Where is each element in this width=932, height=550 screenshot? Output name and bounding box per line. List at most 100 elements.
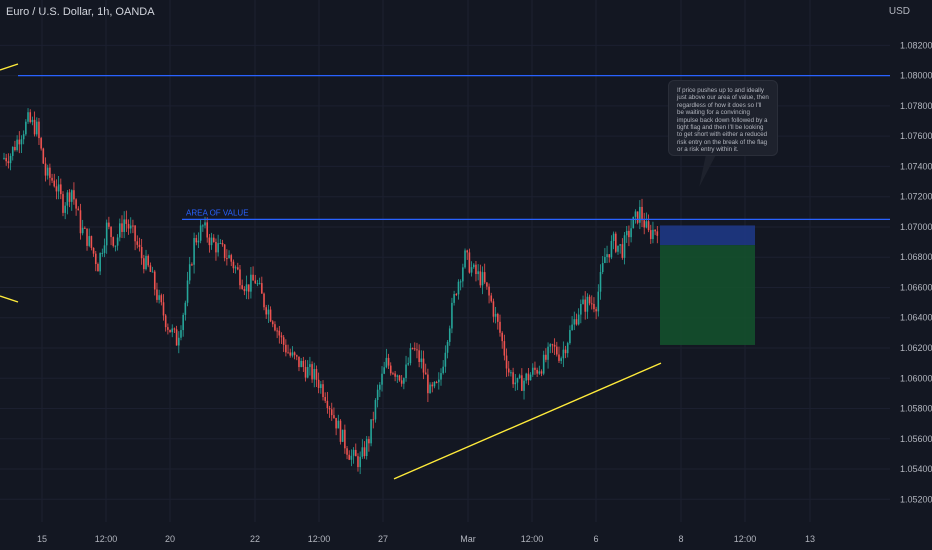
x-tick-label: 12:00: [521, 534, 544, 544]
candle-body: [236, 267, 239, 270]
candle-body: [68, 192, 71, 202]
candle-body: [368, 439, 370, 444]
candle-body: [77, 208, 80, 211]
x-tick-label: 22: [250, 534, 260, 544]
candle-body: [145, 255, 147, 270]
candle-body: [413, 348, 416, 350]
candle-body: [529, 374, 532, 381]
candle-body: [326, 400, 329, 409]
y-tick-label: 1.07200: [900, 192, 932, 202]
candle-body: [49, 167, 51, 178]
candle-body: [160, 295, 163, 303]
candle-body: [641, 206, 643, 221]
candle-body: [376, 389, 379, 401]
candle-body: [156, 289, 158, 300]
candle-body: [215, 241, 217, 253]
candle-body: [92, 247, 95, 254]
candle-body: [403, 378, 405, 384]
candle-body: [64, 205, 66, 213]
candle-body: [556, 346, 558, 355]
candle-body: [184, 302, 187, 315]
candle-body: [199, 225, 202, 241]
candle-body: [103, 245, 106, 253]
candle-body: [359, 456, 361, 468]
candle-body: [169, 329, 171, 333]
candle-body: [9, 155, 12, 164]
candles: [3, 108, 659, 475]
candle-body: [247, 284, 250, 292]
candle-body: [534, 367, 536, 370]
candle-body: [350, 455, 353, 460]
x-tick-label: 8: [678, 534, 683, 544]
candle-body: [612, 233, 615, 241]
candle-body: [99, 253, 101, 272]
candle-body: [223, 244, 226, 259]
candle-body: [132, 225, 134, 227]
y-tick-label: 1.05600: [900, 434, 932, 444]
candle-body: [451, 302, 453, 329]
candle-body: [7, 161, 10, 164]
candle-body: [566, 343, 569, 354]
candle-body: [46, 167, 49, 176]
candle-body: [569, 330, 571, 344]
candle-body: [385, 357, 388, 368]
candle-body: [525, 373, 528, 381]
candle-body: [424, 372, 427, 375]
candle-body: [79, 210, 82, 234]
candle-body: [202, 225, 204, 227]
grid: [0, 0, 890, 522]
candle-body: [337, 420, 340, 429]
candle-body: [503, 341, 506, 356]
candle-body: [573, 319, 576, 325]
candle-body: [20, 139, 23, 145]
candle-body: [483, 272, 486, 283]
candle-body: [101, 252, 104, 254]
candle-body: [527, 373, 530, 381]
candle-body: [470, 267, 473, 273]
candle-body: [394, 373, 396, 377]
candle-body: [575, 319, 578, 325]
candle-body: [191, 264, 193, 266]
candle-body: [652, 229, 654, 240]
candle-body: [81, 227, 84, 234]
candle-body: [455, 294, 458, 296]
candle-body: [226, 258, 228, 260]
candle-body: [333, 415, 335, 418]
candle-body: [149, 265, 152, 272]
candle-body: [210, 237, 213, 246]
candle-body: [407, 363, 410, 365]
candle-body: [40, 138, 42, 149]
candle-body: [306, 367, 309, 378]
candle-body: [647, 221, 650, 231]
candle-body: [416, 349, 418, 351]
candle-body: [636, 211, 639, 223]
candle-body: [577, 314, 580, 325]
candle-body: [250, 274, 252, 292]
candle-body: [175, 329, 178, 346]
candle-body: [33, 119, 36, 135]
candle-body: [346, 448, 348, 455]
candle-body: [387, 357, 390, 366]
candle-body: [186, 280, 189, 303]
candle-body: [295, 355, 298, 357]
candle-body: [66, 192, 69, 206]
candle-body: [271, 321, 274, 325]
candle-body: [427, 374, 429, 394]
candle-body: [507, 368, 510, 373]
candle-body: [42, 148, 45, 164]
candle-body: [230, 255, 233, 262]
candle-body: [584, 299, 587, 312]
candle-body: [38, 121, 40, 139]
candle-body: [558, 354, 560, 361]
candle-body: [549, 344, 552, 347]
candle-body: [105, 222, 108, 246]
x-tick-label: Mar: [460, 534, 476, 544]
candle-body: [335, 417, 337, 429]
candle-body: [442, 366, 444, 374]
candle-body: [151, 271, 154, 273]
candle-body: [492, 301, 495, 317]
candle-body: [632, 216, 635, 229]
note-callout[interactable]: If price pushes up to and ideally just a…: [668, 80, 778, 156]
candle-body: [510, 372, 512, 374]
